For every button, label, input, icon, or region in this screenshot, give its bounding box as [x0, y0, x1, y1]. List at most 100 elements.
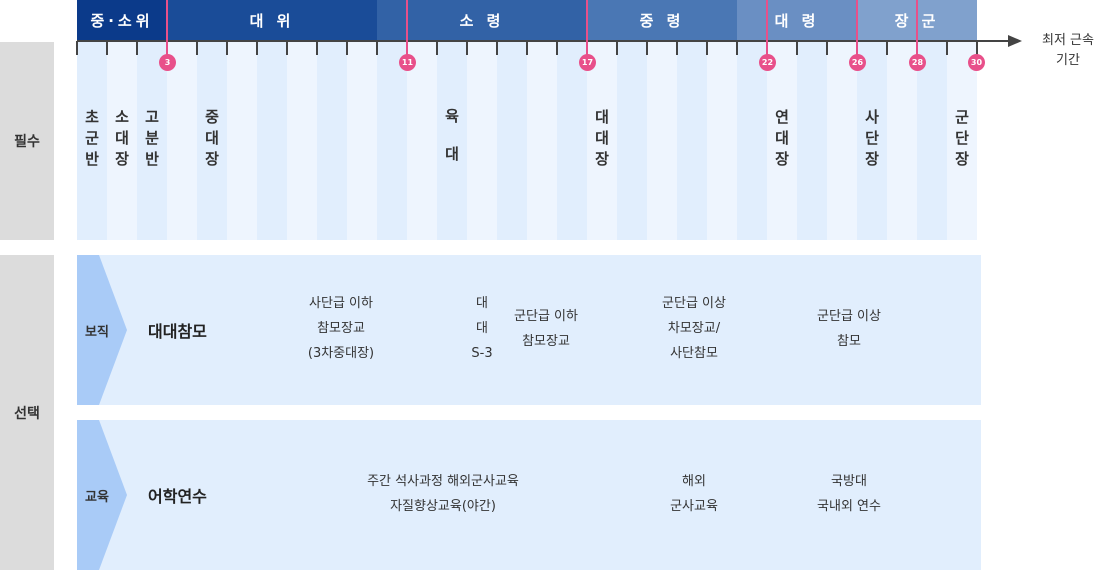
axis-tick	[676, 41, 678, 55]
axis-tick	[826, 41, 828, 55]
year-column	[287, 42, 317, 240]
cell-line: 군사교육	[670, 499, 718, 514]
row-cell: 주간 석사과정 해외군사교육 자질향상교육(야간)	[367, 469, 519, 519]
cell-line: 사단참모	[670, 346, 718, 361]
axis-tick	[256, 41, 258, 55]
row-cell: 대 대 S-3	[471, 291, 492, 366]
row-cell: 해외 군사교육	[670, 469, 718, 519]
axis-label: 최저 근속 기간	[1035, 31, 1100, 71]
cell-line: 참모	[837, 334, 861, 349]
cell-line: 참모장교	[317, 321, 365, 336]
year-column	[947, 42, 977, 240]
assignment-row: 보직 대대참모 사단급 이하 참모장교 (3차중대장) 대 대 S-3 군단급 …	[77, 255, 981, 405]
required-item: 연 대 장	[775, 108, 789, 168]
axis-tick	[376, 41, 378, 55]
row-cell: 군단급 이상 참모	[817, 304, 881, 354]
year-column	[107, 42, 137, 240]
required-item: 군 단 장	[955, 108, 969, 168]
cell-line: 군단급 이하	[514, 309, 578, 324]
axis-label-line: 기간	[1056, 53, 1080, 68]
cell-line: 국방대	[831, 474, 867, 489]
milestone-line	[406, 0, 408, 60]
year-column	[617, 42, 647, 240]
cell-line: 참모장교	[522, 334, 570, 349]
cell-line: 군단급 이상	[817, 309, 881, 324]
axis-tick	[76, 41, 78, 55]
axis-tick	[496, 41, 498, 55]
axis-tick	[646, 41, 648, 55]
axis-arrow-icon	[1008, 35, 1022, 47]
education-row: 교육 어학연수 주간 석사과정 해외군사교육 자질향상교육(야간) 해외 군사교…	[77, 420, 981, 570]
year-column	[887, 42, 917, 240]
axis-tick	[346, 41, 348, 55]
axis-tick	[436, 41, 438, 55]
year-column	[737, 42, 767, 240]
year-column	[767, 42, 797, 240]
milestone-badge: 11	[399, 54, 416, 71]
milestone-badge: 3	[159, 54, 176, 71]
milestone-line	[766, 0, 768, 60]
cell-line: 해외	[682, 474, 706, 489]
required-item: 고 분 반	[145, 108, 159, 168]
year-column	[407, 42, 437, 240]
cell-line: 차모장교/	[667, 321, 721, 336]
required-item: 초 군 반	[85, 108, 99, 168]
year-column	[857, 42, 887, 240]
axis-tick	[796, 41, 798, 55]
timeline-axis	[77, 40, 1012, 42]
rank-lieutenant-colonel: 중 령	[587, 0, 737, 40]
year-column	[77, 42, 107, 240]
milestone-line	[916, 0, 918, 60]
cell-line: S-3	[471, 346, 493, 361]
year-column	[227, 42, 257, 240]
cell-line: (3차중대장)	[307, 346, 375, 361]
milestone-line	[166, 0, 168, 60]
milestone-line	[856, 0, 858, 60]
rank-captain: 대 위	[167, 0, 377, 40]
axis-tick	[886, 41, 888, 55]
year-column	[557, 42, 587, 240]
axis-tick	[286, 41, 288, 55]
year-column	[917, 42, 947, 240]
row-title: 어학연수	[148, 487, 207, 506]
year-column	[707, 42, 737, 240]
year-column	[197, 42, 227, 240]
axis-tick	[616, 41, 618, 55]
cell-line: 군단급 이상	[662, 296, 726, 311]
year-column	[257, 42, 287, 240]
row-tag: 교육	[85, 490, 109, 505]
axis-tick	[136, 41, 138, 55]
year-column	[677, 42, 707, 240]
year-column	[137, 42, 167, 240]
year-column	[827, 42, 857, 240]
axis-tick	[316, 41, 318, 55]
required-item: 중 대 장	[205, 108, 219, 168]
year-column	[467, 42, 497, 240]
required-item: 소 대 장	[115, 108, 129, 168]
axis-tick	[706, 41, 708, 55]
year-column	[497, 42, 527, 240]
axis-tick	[526, 41, 528, 55]
section-label-optional: 선택	[0, 255, 54, 570]
axis-label-line: 최저 근속	[1042, 33, 1094, 48]
year-column	[167, 42, 197, 240]
cell-line: 사단급 이하	[309, 296, 373, 311]
axis-tick	[196, 41, 198, 55]
row-tag: 보직	[85, 325, 109, 340]
cell-line: 국내외 연수	[817, 499, 881, 514]
row-cell: 국방대 국내외 연수	[817, 469, 881, 519]
year-column	[437, 42, 467, 240]
required-item: 육 대	[445, 107, 459, 163]
row-title: 대대참모	[148, 322, 207, 341]
rank-colonel: 대 령	[737, 0, 857, 40]
milestone-badge: 28	[909, 54, 926, 71]
cell-line: 주간 석사과정 해외군사교육	[367, 474, 519, 489]
year-column	[317, 42, 347, 240]
year-column	[347, 42, 377, 240]
cell-line: 자질향상교육(야간)	[390, 499, 496, 514]
required-item: 대 대 장	[595, 108, 609, 168]
year-column	[797, 42, 827, 240]
year-column	[377, 42, 407, 240]
rank-major: 소 령	[377, 0, 587, 40]
